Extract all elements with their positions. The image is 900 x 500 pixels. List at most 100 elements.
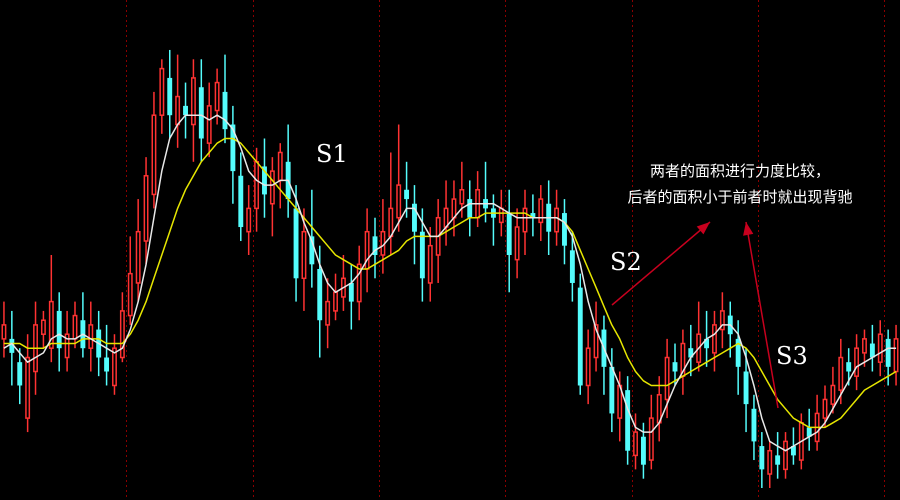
candle-body-up	[854, 347, 860, 377]
candle-body-up	[190, 77, 196, 126]
candle-body-down	[230, 124, 236, 172]
label-s2: S2	[610, 248, 642, 276]
candle-body-up	[838, 356, 844, 391]
candle-body-down	[530, 213, 536, 218]
candle-body-up	[862, 338, 867, 354]
candle-body-down	[262, 166, 267, 195]
candle-body-down	[743, 371, 749, 405]
candle-body-up	[877, 333, 883, 363]
candle-body-down	[198, 87, 204, 139]
candle-body-up	[893, 338, 899, 373]
candle-body-down	[348, 282, 354, 302]
candle-body-up	[175, 95, 181, 126]
candle-body-down	[704, 338, 710, 349]
candle-body-up	[451, 198, 457, 219]
annotation-arrows	[611, 221, 779, 409]
candle-body-up	[143, 175, 149, 242]
candle-body-up	[64, 333, 70, 359]
label-s1: S1	[316, 140, 348, 168]
candle-body-down	[885, 338, 891, 367]
candle-body-up	[459, 189, 465, 205]
candle-body-up	[664, 356, 670, 401]
candle-body-down	[790, 446, 796, 456]
candle-body-down	[869, 343, 875, 358]
candle-body-down	[775, 455, 781, 465]
arrow-s2-shaft	[611, 221, 711, 306]
annotation-line-2: 后者的面积小于前者时就出现背驰	[627, 188, 853, 206]
candle-body-up	[246, 207, 252, 233]
candle-body-up	[151, 114, 157, 196]
candle-body-down	[625, 390, 631, 451]
candle-body-up	[356, 263, 362, 303]
candle-body-up	[443, 207, 449, 228]
candle-body-up	[135, 230, 141, 284]
candle-body-down	[17, 362, 23, 386]
candle-body-down	[562, 213, 567, 246]
candle-body-down	[293, 208, 299, 279]
candle-body-up	[48, 300, 54, 349]
annotation-note: 两者的面积进行力度比较， 后者的面积小于前者时就出现背驰	[590, 158, 890, 210]
candle-body-down	[467, 199, 473, 218]
candle-body-up	[159, 67, 165, 116]
candle-body-up	[301, 230, 307, 280]
candle-body-up	[127, 272, 133, 317]
candle-body-down	[9, 338, 15, 353]
candle-body-down	[751, 408, 757, 442]
candle-body-down	[759, 446, 765, 470]
candle-body-up	[40, 319, 46, 335]
candle-body-up	[822, 398, 828, 419]
candle-body-down	[104, 357, 110, 372]
candle-body-up	[25, 356, 31, 419]
ma-fast-line	[3, 114, 897, 452]
candle-body-up	[712, 324, 717, 354]
candle-body-down	[846, 362, 852, 372]
candle-body-down	[577, 287, 583, 386]
candle-body-up	[388, 207, 394, 238]
candle-body-down	[672, 362, 678, 372]
candle-body-up	[593, 324, 599, 359]
candle-body-down	[806, 427, 812, 437]
arrow-s3-shaft	[745, 221, 779, 409]
candle-body-up	[767, 449, 773, 475]
candle-body-down	[222, 91, 228, 130]
candle-body-down	[640, 436, 646, 465]
moving-averages	[3, 114, 897, 452]
candle-body-up	[269, 170, 275, 205]
candle-body-down	[317, 268, 323, 321]
arrow-s3-head	[743, 222, 754, 236]
grid-lines	[126, 0, 885, 500]
candle-body-up	[119, 310, 125, 359]
label-s3: S3	[776, 342, 808, 370]
candle-body-down	[56, 310, 62, 349]
candle-body-up	[112, 347, 117, 387]
candle-body-up	[214, 81, 220, 112]
candle-body-down	[735, 338, 741, 367]
candle-body-up	[498, 207, 504, 224]
candle-body-up	[325, 300, 331, 326]
candle-body-down	[167, 77, 173, 116]
candle-body-up	[333, 291, 338, 312]
candle-body-up	[538, 198, 544, 224]
candle-body-up	[72, 314, 78, 340]
candle-body-up	[1, 324, 7, 340]
candle-body-up	[633, 431, 638, 457]
candle-body-up	[396, 184, 402, 219]
candle-body-up	[830, 384, 836, 405]
candle-body-down	[506, 213, 512, 255]
candle-body-down	[412, 203, 417, 232]
ma-slow-line	[3, 137, 897, 429]
candle-body-up	[522, 207, 528, 233]
candle-body-down	[238, 175, 244, 228]
arrow-s2-head	[696, 222, 710, 235]
candle-body-up	[719, 310, 725, 331]
candle-body-down	[404, 189, 410, 200]
candle-body-up	[783, 440, 788, 471]
candle-body-down	[609, 366, 615, 414]
candle-body-up	[427, 244, 433, 284]
candle-body-up	[277, 151, 283, 182]
candle-body-up	[554, 207, 560, 233]
candle-body-down	[183, 105, 188, 116]
candle-body-up	[514, 226, 520, 261]
